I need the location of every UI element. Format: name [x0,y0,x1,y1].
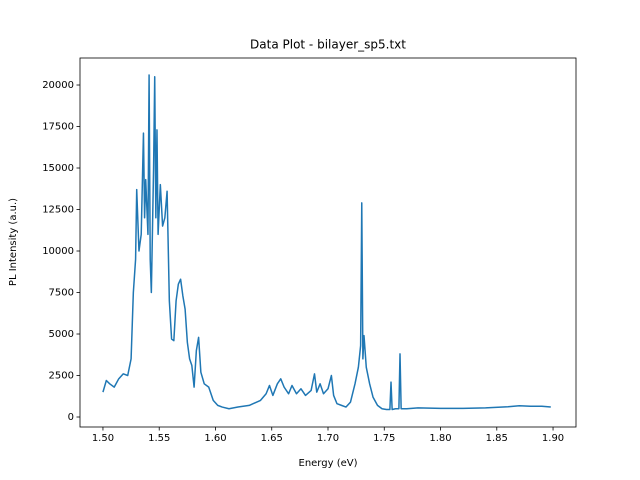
plot-frame [79,57,577,428]
y-tick-label: 15000 [42,163,74,174]
y-tick-label: 7500 [49,288,74,299]
x-tick-label: 1.75 [373,433,395,444]
x-tick-label: 1.60 [204,433,226,444]
data-line [102,74,551,411]
x-axis-label: Energy (eV) [299,458,358,469]
y-tick-label: 10000 [42,246,74,257]
x-tick-label: 1.80 [429,433,451,444]
y-tick-label: 2500 [49,371,74,382]
x-tick-label: 1.70 [317,433,339,444]
y-tick-label: 0 [68,412,74,423]
x-tick-label: 1.65 [261,433,283,444]
x-tick-label: 1.50 [92,433,114,444]
x-tick-label: 1.55 [148,433,170,444]
x-tick-label: 1.85 [486,433,508,444]
y-axis-label: PL Intensity (a.u.) [8,198,19,286]
x-tick-label: 1.90 [542,433,564,444]
chart-title: Data Plot - bilayer_sp5.txt [250,38,406,52]
y-tick-label: 5000 [49,329,74,340]
y-tick-label: 12500 [42,205,74,216]
y-tick-label: 20000 [42,80,74,91]
y-tick-label: 17500 [42,122,74,133]
